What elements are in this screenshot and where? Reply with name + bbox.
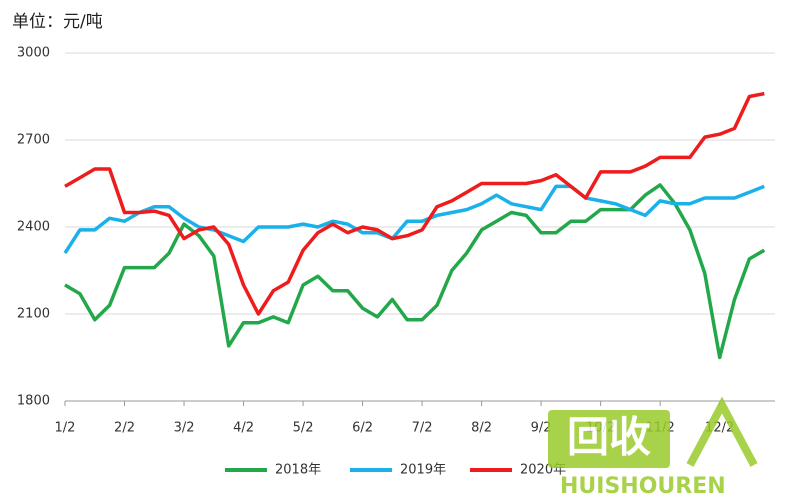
y-tick-label: 3000 xyxy=(17,46,50,61)
x-tick-label: 9/2 xyxy=(531,421,552,436)
plot-area: 1800 2100 2400 2700 3000 1/2 2/2 3/2 4/2 5/2 6/2 7/… xyxy=(17,46,775,478)
chart-title: 单位：元/吨 xyxy=(12,12,103,32)
watermark-text: HUISHOUREN xyxy=(560,474,726,499)
legend-label: 2019年 xyxy=(400,463,446,478)
watermark-icon xyxy=(686,396,758,467)
x-tick-label: 5/2 xyxy=(293,421,314,436)
watermark: 回收 HUISHOUREN xyxy=(548,396,758,499)
y-tick-label: 2100 xyxy=(17,307,50,322)
x-tick-label: 7/2 xyxy=(412,421,433,436)
x-tick-label: 2/2 xyxy=(114,421,135,436)
line-series xyxy=(63,184,765,255)
y-tick-label: 2700 xyxy=(17,133,50,148)
x-tick-label: 8/2 xyxy=(471,421,492,436)
x-tick-label: 3/2 xyxy=(174,421,195,436)
line-series xyxy=(64,183,766,360)
x-tick-label: 4/2 xyxy=(233,421,254,436)
watermark-logo: 回收 xyxy=(567,413,651,462)
watermark-box xyxy=(548,410,670,468)
x-tick-label: 1/2 xyxy=(55,421,76,436)
legend-label: 2018年 xyxy=(275,463,321,478)
x-tick-label: 6/2 xyxy=(352,421,373,436)
line-series xyxy=(64,91,765,316)
y-tick-label: 2400 xyxy=(17,220,50,235)
y-tick-label: 1800 xyxy=(17,394,50,409)
